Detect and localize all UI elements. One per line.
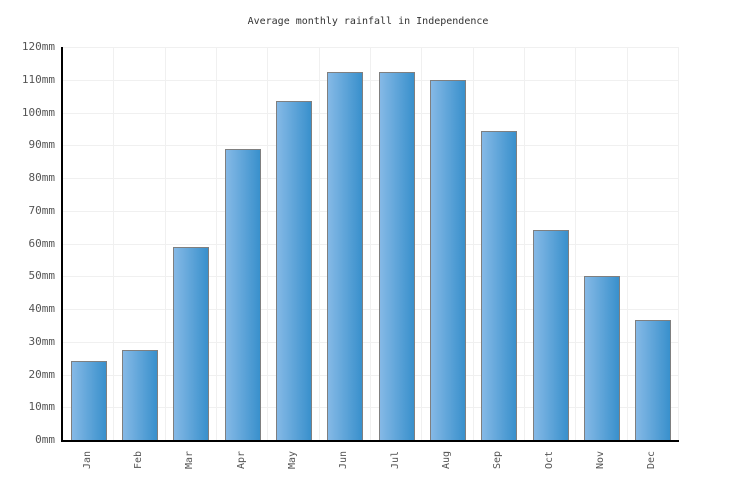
h-gridline-100mm: [63, 112, 679, 114]
h-gridline-90mm: [63, 145, 679, 147]
h-gridline-70mm: [63, 210, 679, 212]
x-tick-label-oct: Oct: [543, 450, 555, 469]
bar-sep: [481, 130, 518, 440]
y-tick-label-100mm: 100mm: [21, 105, 55, 119]
h-gridline-110mm: [63, 79, 679, 81]
bar-aug: [430, 79, 466, 440]
y-tick-label-0mm: 0mm: [35, 433, 55, 446]
bar-jul: [378, 71, 415, 440]
v-gridline-1: [113, 47, 115, 440]
h-gridline-120mm: [63, 47, 679, 48]
bar-dec: [635, 320, 672, 440]
h-gridline-20mm: [63, 374, 679, 376]
x-tick-label-jan: Jan: [81, 450, 93, 469]
x-tick-label-jun: Jun: [338, 450, 350, 469]
v-gridline-8: [472, 47, 474, 440]
h-gridline-50mm: [63, 276, 679, 278]
y-tick-label-110mm: 110mm: [21, 72, 55, 86]
x-tick-label-nov: Nov: [595, 450, 606, 469]
y-tick-label-120mm: 120mm: [21, 40, 55, 53]
v-gridline-11: [626, 47, 628, 440]
y-tick-label-50mm: 50mm: [28, 269, 56, 283]
bar-apr: [224, 148, 261, 440]
x-tick-label-apr: Apr: [235, 450, 247, 469]
h-gridline-10mm: [63, 407, 679, 409]
bar-feb: [122, 349, 158, 440]
x-tick-label-feb: Feb: [133, 450, 144, 469]
v-gridline-6: [370, 47, 371, 440]
y-tick-label-10mm: 10mm: [28, 400, 56, 414]
h-gridline-80mm: [63, 178, 679, 179]
y-tick-label-20mm: 20mm: [28, 367, 56, 381]
x-tick-label-aug: Aug: [441, 450, 452, 469]
y-tick-label-90mm: 90mm: [28, 138, 56, 152]
bar-nov: [584, 276, 620, 440]
y-tick-label-40mm: 40mm: [28, 302, 56, 315]
h-gridline-60mm: [63, 243, 679, 245]
y-tick-label-80mm: 80mm: [28, 171, 56, 184]
x-tick-label-mar: Mar: [184, 450, 196, 469]
y-tick-label-70mm: 70mm: [28, 203, 56, 217]
bar-mar: [173, 246, 210, 440]
x-tick-label-jul: Jul: [389, 450, 401, 469]
v-gridline-12: [678, 47, 679, 440]
bar-oct: [532, 230, 569, 440]
v-gridline-4: [267, 47, 269, 440]
bar-jun: [327, 71, 364, 440]
h-gridline-40mm: [63, 309, 679, 310]
v-gridline-2: [164, 47, 166, 440]
x-tick-label-may: May: [287, 450, 298, 469]
x-tick-label-sep: Sep: [492, 450, 504, 469]
v-gridline-10: [575, 47, 577, 440]
bar-may: [276, 101, 312, 440]
bar-jan: [70, 361, 107, 440]
y-tick-label-30mm: 30mm: [28, 334, 56, 348]
y-tick-label-60mm: 60mm: [28, 236, 56, 250]
x-tick-label-dec: Dec: [646, 450, 658, 469]
plot-area: [61, 47, 679, 442]
h-gridline-30mm: [63, 341, 679, 343]
v-gridline-7: [421, 47, 423, 440]
chart-title: Average monthly rainfall in Independence: [247, 16, 489, 27]
v-gridline-9: [524, 47, 525, 440]
v-gridline-5: [318, 47, 320, 440]
v-gridline-3: [216, 47, 217, 440]
